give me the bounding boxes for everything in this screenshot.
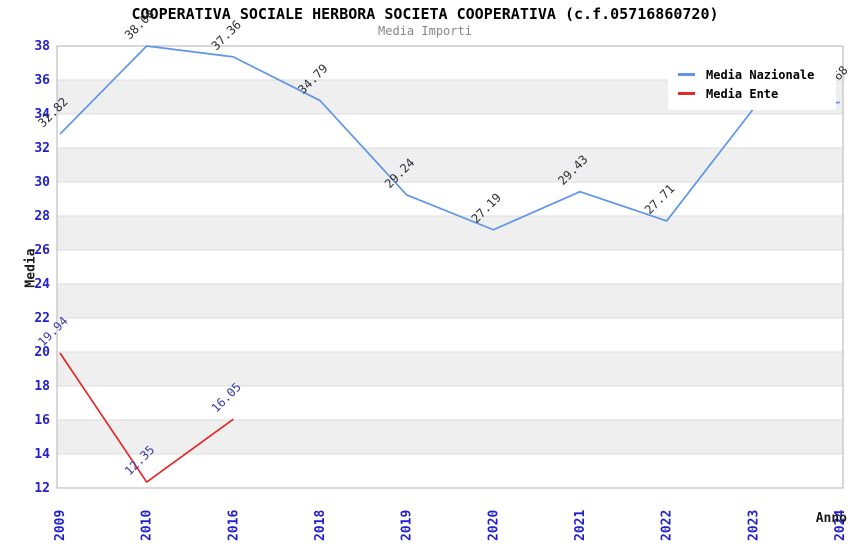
y-tick-label: 34 (34, 107, 50, 122)
y-tick-label: 14 (34, 447, 50, 462)
y-tick-label: 36 (34, 73, 50, 88)
x-tick-label: 2019 (400, 510, 415, 541)
grid-band (57, 148, 843, 182)
grid-band (57, 284, 843, 318)
legend-label-nazionale: Media Nazionale (706, 67, 815, 82)
ente-line-swatch-icon (678, 92, 695, 95)
x-tick-label: 2021 (573, 510, 588, 541)
series-line-media-nazionale (59, 45, 841, 231)
y-tick-label: 26 (34, 243, 50, 258)
legend-item-ente: Media Ente (678, 84, 828, 103)
y-tick-label: 28 (34, 209, 50, 224)
grid-band (57, 420, 843, 454)
y-tick-label: 20 (34, 345, 50, 360)
grid-band (57, 216, 843, 250)
grid-band (57, 352, 843, 386)
x-tick-label: 2024 (833, 510, 848, 541)
x-axis-title: Anno (815, 511, 847, 526)
chart-subtitle: Media Importi (378, 24, 472, 38)
y-tick-label: 24 (34, 277, 50, 292)
y-tick-label: 12 (34, 481, 50, 496)
x-tick-label: 2018 (313, 510, 328, 541)
x-tick-label: 2022 (660, 510, 675, 541)
y-tick-label: 30 (34, 175, 50, 190)
legend: Media Nazionale Media Ente (668, 59, 836, 110)
y-tick-label: 18 (34, 379, 50, 394)
point-label: 38.00 (122, 7, 157, 42)
y-tick-label: 38 (34, 39, 50, 54)
chart-title: COOPERATIVA SOCIALE HERBORA SOCIETA COOP… (131, 5, 719, 23)
x-tick-label: 2016 (226, 510, 241, 541)
plot-border (56, 45, 844, 489)
y-tick-label: 16 (34, 413, 50, 428)
series-line-media-ente (59, 352, 234, 483)
plot-background (57, 46, 843, 488)
x-tick-label: 2010 (140, 510, 155, 541)
x-tick-label: 2023 (746, 510, 761, 541)
legend-label-ente: Media Ente (706, 86, 779, 101)
y-tick-label: 32 (34, 141, 50, 156)
nazionale-line-swatch-icon (678, 73, 695, 76)
legend-item-nazionale: Media Nazionale (678, 65, 828, 84)
x-tick-label: 2009 (53, 510, 68, 541)
y-tick-label: 22 (34, 311, 50, 326)
x-tick-label: 2020 (486, 510, 501, 541)
y-axis-title: Media (23, 248, 39, 288)
